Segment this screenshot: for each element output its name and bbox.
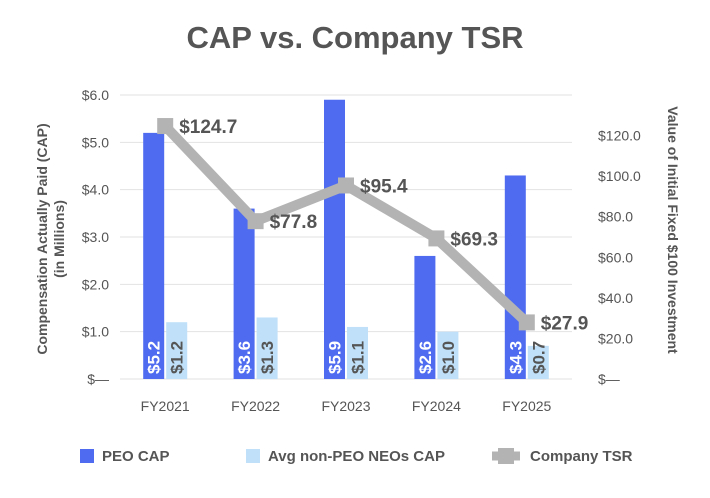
legend-label: Company TSR — [530, 448, 633, 465]
left-axis-title-line-2: (in Millions) — [51, 200, 67, 278]
left-axis-title-line-1: Compensation Actually Paid (CAP) — [34, 123, 50, 354]
right-tick-label: $40.0 — [598, 290, 633, 306]
tsr-marker — [247, 213, 264, 230]
non-peo-cap-data-label: $1.2 — [168, 341, 187, 374]
peo-cap-data-label: $3.6 — [235, 341, 254, 374]
peo-cap-data-label: $5.2 — [145, 341, 164, 374]
tsr-line-series — [157, 118, 535, 331]
non-peo-cap-data-label: $1.3 — [258, 341, 277, 374]
peo-cap-data-label: $4.3 — [506, 341, 525, 374]
tsr-marker — [157, 118, 174, 135]
category-label: FY2022 — [231, 398, 280, 414]
tsr-data-label: $124.7 — [179, 117, 237, 138]
right-axis-title: Value of Initial Fixed $100 Investment — [665, 106, 681, 354]
legend-label: PEO CAP — [102, 448, 170, 465]
non-peo-cap-data-label: $0.7 — [529, 341, 548, 374]
right-tick-label: $100.0 — [598, 168, 641, 184]
category-label: FY2023 — [321, 398, 370, 414]
category-label: FY2024 — [412, 398, 461, 414]
legend: PEO CAP Avg non-PEO NEOs CAP Company TSR — [80, 448, 633, 465]
tsr-labels: $124.7 $77.8 $95.4 $69.3 $27.9 — [179, 117, 588, 334]
legend-label: Avg non-PEO NEOs CAP — [268, 448, 445, 465]
non-peo-cap-bar — [166, 322, 188, 379]
tsr-marker — [518, 314, 535, 331]
tsr-data-label: $77.8 — [270, 212, 318, 233]
peo-cap-bar — [233, 208, 255, 379]
legend-square-marker — [246, 449, 260, 463]
peo-cap-bar — [143, 132, 165, 379]
non-peo-cap-bar — [256, 317, 278, 379]
tsr-marker — [428, 230, 445, 247]
non-peo-cap-bar — [437, 331, 459, 379]
left-tick-label: $4.0 — [82, 182, 109, 198]
category-label: FY2021 — [141, 398, 190, 414]
bar-labels: $5.2 $1.2 $3.6 $1.3 $5.9 $1.1 $2.6 $1.0 $4.3 $0.7 — [145, 341, 549, 374]
left-tick-label: $— — [87, 371, 109, 387]
right-tick-label: $20.0 — [598, 330, 633, 346]
left-tick-label: $5.0 — [82, 134, 109, 150]
right-tick-label: $— — [598, 371, 620, 387]
right-axis-ticks: $— $20.0 $40.0 $60.0 $80.0 $100.0 $120.0 — [598, 128, 641, 387]
left-tick-label: $3.0 — [82, 229, 109, 245]
right-tick-label: $80.0 — [598, 209, 633, 225]
tsr-data-label: $27.9 — [541, 313, 589, 334]
non-peo-cap-bar — [527, 345, 549, 379]
right-tick-label: $60.0 — [598, 249, 633, 265]
chart-title: CAP vs. Company TSR — [186, 20, 523, 55]
category-label: FY2025 — [502, 398, 551, 414]
left-tick-label: $1.0 — [82, 324, 109, 340]
peo-cap-data-label: $2.6 — [416, 341, 435, 374]
peo-cap-bar — [414, 255, 436, 379]
peo-cap-bar — [324, 99, 345, 379]
tsr-line — [161, 122, 531, 327]
peo-cap-data-label: $5.9 — [326, 341, 345, 374]
x-axis-category-labels: FY2021 FY2022 FY2023 FY2024 FY2025 — [141, 398, 552, 414]
right-tick-label: $120.0 — [598, 128, 641, 144]
tsr-marker — [338, 177, 354, 194]
left-tick-label: $6.0 — [82, 87, 109, 103]
legend-square-marker — [498, 448, 514, 464]
left-axis-ticks: $— $1.0 $2.0 $3.0 $4.0 $5.0 $6.0 — [82, 87, 109, 387]
non-peo-cap-data-label: $1.0 — [439, 341, 458, 374]
legend-square-marker — [80, 449, 94, 463]
tsr-data-label: $69.3 — [450, 229, 498, 250]
left-tick-label: $2.0 — [82, 276, 109, 292]
non-peo-cap-bar — [347, 326, 368, 379]
non-peo-cap-data-label: $1.1 — [349, 341, 368, 374]
tsr-data-label: $95.4 — [360, 176, 408, 197]
